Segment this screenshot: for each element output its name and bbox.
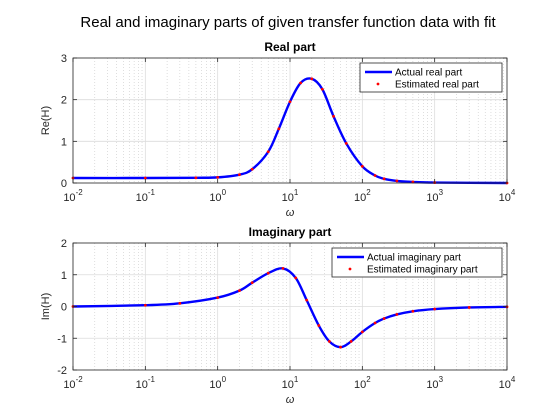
real-part-title: Real part: [264, 40, 315, 54]
imaginary-part-y-label: Im(H): [40, 293, 52, 321]
legend-estimated-real-marker: [376, 82, 380, 86]
x-tick-label: 10-2: [63, 188, 83, 204]
estimated-point: [310, 77, 314, 81]
estimated-point: [360, 164, 364, 168]
y-tick-label: -1: [57, 333, 67, 345]
y-tick-label: 3: [61, 53, 67, 65]
estimated-point: [382, 317, 386, 320]
estimated-point: [266, 271, 270, 275]
estimated-point: [216, 175, 220, 179]
imaginary-part-title: Imaginary part: [249, 225, 332, 239]
imaginary-part-legend-box: [331, 247, 503, 278]
estimated-point: [411, 309, 415, 313]
estimated-point: [467, 306, 471, 309]
estimated-point: [320, 87, 324, 91]
legend-estimated-real-label: Estimated real part: [395, 80, 479, 91]
legend-estimated-imag-label: Estimated imaginary part: [367, 265, 478, 276]
estimated-point: [194, 176, 198, 180]
y-tick-label: 0: [61, 178, 67, 190]
estimated-point: [373, 174, 377, 177]
legend-estimated-imag-marker: [348, 267, 352, 271]
real-part-legend: Actual real part Estimated real part: [359, 62, 503, 93]
estimated-point: [250, 167, 254, 171]
real-part-legend-box: [359, 62, 503, 93]
estimated-point: [238, 173, 241, 177]
x-tick-label: 10-2: [63, 375, 83, 391]
estimated-point: [143, 303, 147, 307]
y-tick-label: 2: [61, 95, 67, 107]
estimated-point: [360, 330, 364, 334]
estimated-point: [339, 345, 342, 349]
real-part-ticks: 10-2 10-1 100 101 102 103 104 0 1 2 3: [61, 53, 516, 204]
x-tick-label: 103: [426, 188, 443, 204]
real-part-y-label: Re(H): [40, 106, 52, 135]
figure-title: Real and imaginary parts of given transf…: [80, 14, 496, 31]
imaginary-part-x-label: ω: [286, 394, 295, 406]
estimated-point: [143, 176, 147, 180]
estimated-point: [288, 100, 292, 104]
real-part-x-label: ω: [286, 207, 295, 219]
x-tick-label: 103: [426, 375, 443, 391]
real-part-curves: [71, 77, 509, 185]
x-tick-label: 100: [209, 188, 226, 204]
x-tick-label: 101: [282, 375, 299, 391]
y-tick-label: 1: [61, 136, 67, 148]
x-tick-label: 100: [209, 375, 226, 391]
x-tick-label: 10-1: [136, 188, 156, 204]
estimated-point: [294, 276, 298, 280]
actual-imaginary-part-line: [72, 267, 508, 349]
estimated-point: [250, 281, 254, 285]
estimated-point: [395, 179, 399, 183]
estimated-point: [433, 307, 437, 311]
estimated-point: [327, 340, 331, 343]
legend-actual-real-label: Actual real part: [395, 68, 462, 79]
x-tick-label: 10-1: [136, 375, 156, 391]
estimated-point: [178, 301, 182, 305]
imaginary-part-legend: Actual imaginary part Estimated imaginar…: [331, 247, 503, 278]
estimated-point: [395, 313, 399, 316]
y-tick-label: 1: [61, 270, 67, 282]
imaginary-part-ticks: 10-2 10-1 100 101 102 103 104 -2 -1 0 1 2: [57, 238, 516, 391]
estimated-point: [317, 324, 321, 327]
y-tick-label: 0: [61, 302, 67, 314]
legend-actual-imag-label: Actual imaginary part: [367, 253, 461, 264]
estimated-point: [344, 142, 348, 145]
x-tick-label: 102: [354, 375, 371, 391]
estimated-point: [238, 289, 241, 293]
estimated-point: [332, 114, 335, 118]
estimated-point: [305, 298, 309, 302]
x-tick-label: 104: [499, 375, 516, 391]
estimated-point: [382, 177, 386, 181]
estimated-point: [281, 267, 285, 270]
estimated-point: [299, 81, 302, 85]
estimated-point: [373, 321, 377, 325]
estimated-point: [266, 150, 270, 154]
x-tick-label: 102: [354, 188, 371, 204]
imaginary-part-plot: 10-2 10-1 100 101 102 103 104 -2 -1 0 1 2 Imaginary…: [40, 225, 516, 406]
y-tick-label: -2: [57, 365, 67, 377]
estimated-point: [277, 127, 281, 131]
estimated-point: [216, 296, 220, 300]
y-tick-label: 2: [61, 238, 67, 250]
estimated-point: [349, 340, 353, 343]
x-tick-label: 101: [282, 188, 299, 204]
x-tick-label: 104: [499, 188, 516, 204]
